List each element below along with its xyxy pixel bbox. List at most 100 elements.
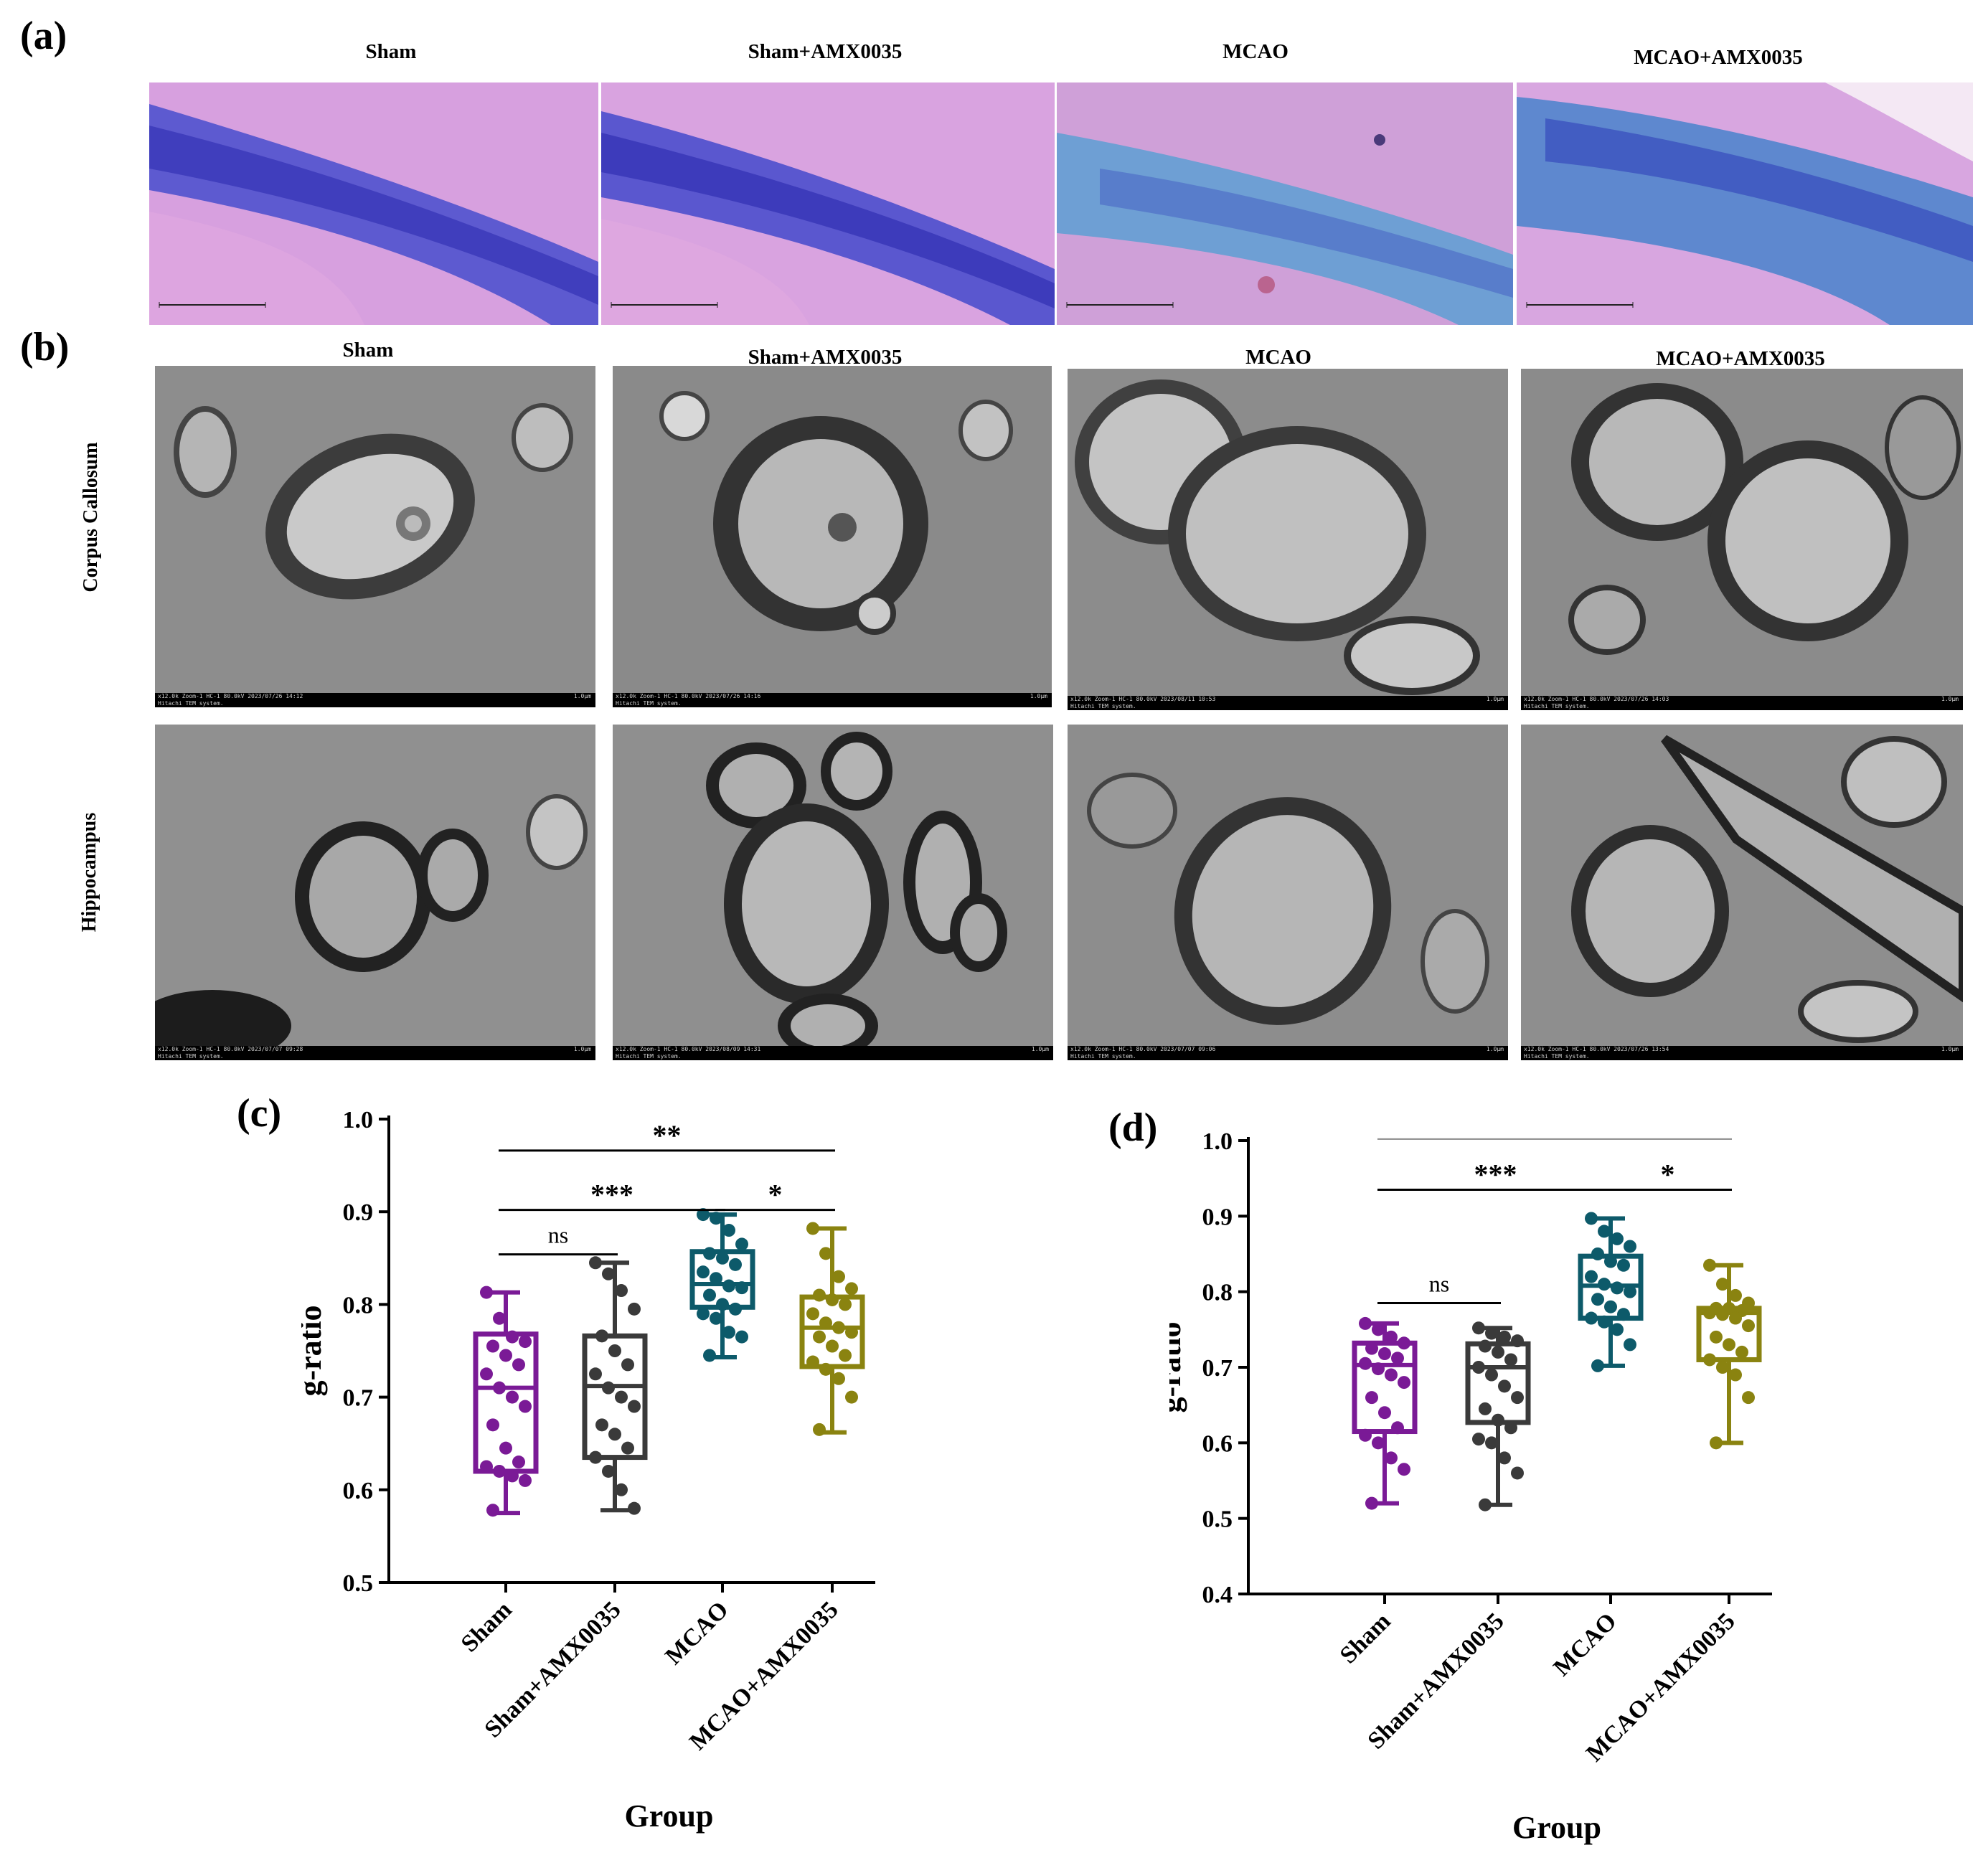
data-point — [615, 1483, 628, 1496]
data-point — [1598, 1315, 1611, 1329]
tem-footer-text: x12.0k Zoom-1 HC-1 80.0kV 2023/07/26 13:… — [1524, 1046, 1669, 1052]
tem-image-hip-sham-amx0035: x12.0k Zoom-1 HC-1 80.0kV 2023/08/09 14:… — [613, 725, 1053, 1060]
b-title-mcao: MCAO — [1245, 346, 1311, 369]
data-point — [595, 1329, 608, 1343]
data-point — [1735, 1345, 1748, 1359]
y-tick-label: 0.9 — [343, 1199, 374, 1226]
data-point — [1378, 1347, 1391, 1361]
data-point — [1385, 1368, 1398, 1382]
y-tick-label: 0.8 — [1202, 1280, 1233, 1306]
data-point — [1591, 1359, 1604, 1372]
b-title-sham-amx: Sham+AMX0035 — [748, 346, 903, 369]
data-point — [1591, 1293, 1604, 1306]
y-axis-label: g-ratio — [301, 1305, 328, 1396]
a-title-sham: Sham — [365, 40, 417, 63]
data-point — [1742, 1319, 1755, 1333]
data-point — [1504, 1353, 1517, 1367]
data-point — [1585, 1311, 1598, 1325]
data-point — [1611, 1281, 1624, 1295]
data-point — [703, 1288, 716, 1302]
data-point — [839, 1298, 852, 1311]
chart-c-gratio: 0.50.60.70.80.91.0g-ratioShamSham+AMX003… — [301, 1107, 875, 1834]
scale-bar — [1065, 302, 1180, 319]
box-iqr — [1352, 1340, 1418, 1435]
tem-footer-scale: 1.0µm — [573, 1046, 591, 1052]
data-point — [832, 1270, 845, 1283]
data-point — [845, 1390, 858, 1404]
data-point — [493, 1381, 506, 1395]
data-point — [1472, 1361, 1485, 1374]
tem-footer-text: x12.0k Zoom-1 HC-1 80.0kV 2023/07/26 14:… — [1524, 696, 1669, 702]
tem-image-cc-sham-amx0035: x12.0k Zoom-1 HC-1 80.0kV 2023/07/26 14:… — [613, 366, 1052, 707]
data-point — [1398, 1376, 1410, 1390]
data-point — [589, 1256, 602, 1270]
data-point — [1703, 1258, 1716, 1272]
data-point — [1492, 1413, 1504, 1427]
y-tick-label: 0.7 — [343, 1385, 374, 1412]
x-tick-label: MCAO — [660, 1596, 733, 1669]
tem-footer-text: x12.0k Zoom-1 HC-1 80.0kV 2023/07/07 09:… — [158, 1046, 303, 1052]
data-point — [806, 1307, 819, 1321]
data-point — [506, 1469, 519, 1483]
data-point — [1585, 1270, 1598, 1283]
data-point — [710, 1212, 722, 1225]
y-tick-label: 0.9 — [1202, 1204, 1233, 1230]
data-point — [1485, 1326, 1498, 1340]
row-label-hippocampus: Hippocampus — [78, 812, 100, 933]
tem-footer-system: Hitachi TEM system. — [158, 1053, 224, 1060]
data-point — [1385, 1330, 1398, 1344]
data-point — [1710, 1436, 1723, 1450]
data-point — [602, 1267, 615, 1280]
b-title-mcao-amx: MCAO+AMX0035 — [1656, 347, 1825, 370]
row-label-corpus-callosum: Corpus Callosum — [80, 442, 102, 593]
significance-label: ** — [653, 1119, 682, 1151]
tem-footer-text: x12.0k Zoom-1 HC-1 80.0kV 2023/08/11 10:… — [1070, 696, 1216, 702]
data-point — [1624, 1240, 1636, 1253]
data-point — [1617, 1258, 1630, 1272]
data-point — [1729, 1311, 1742, 1325]
data-point — [1511, 1466, 1524, 1480]
data-point — [819, 1247, 832, 1260]
panel-label-a: (a) — [20, 14, 67, 58]
data-point — [1511, 1391, 1524, 1405]
data-point — [602, 1464, 615, 1478]
data-point — [506, 1390, 519, 1404]
data-point — [519, 1335, 532, 1349]
y-tick-label: 0.5 — [343, 1570, 374, 1597]
data-point — [722, 1326, 735, 1339]
data-point — [1391, 1421, 1404, 1435]
data-point — [628, 1400, 641, 1413]
data-point — [1378, 1406, 1391, 1420]
tem-footer-scale: 1.0µm — [1486, 1046, 1504, 1052]
data-point — [716, 1298, 729, 1311]
panel-label-d: (d) — [1108, 1105, 1158, 1150]
data-point — [1398, 1336, 1410, 1350]
tem-image-hip-mcao: x12.0k Zoom-1 HC-1 80.0kV 2023/07/07 09:… — [1068, 725, 1508, 1060]
data-point — [493, 1464, 506, 1478]
tem-footer-system: Hitachi TEM system. — [1524, 703, 1590, 709]
data-point — [1504, 1421, 1517, 1435]
data-point — [1598, 1278, 1611, 1291]
tem-footer-system: Hitachi TEM system. — [158, 700, 224, 707]
data-point — [1372, 1362, 1385, 1376]
data-point — [1485, 1368, 1498, 1382]
data-point — [1385, 1451, 1398, 1465]
data-point — [1703, 1353, 1716, 1367]
significance-label: ns — [1429, 1270, 1449, 1296]
data-point — [1511, 1334, 1524, 1348]
data-point — [1479, 1339, 1492, 1353]
data-point — [1729, 1288, 1742, 1302]
data-point — [608, 1428, 621, 1441]
data-point — [813, 1423, 826, 1436]
data-point — [1703, 1306, 1716, 1320]
data-point — [621, 1441, 634, 1455]
tem-footer-system: Hitachi TEM system. — [616, 700, 682, 707]
data-point — [839, 1349, 852, 1362]
significance-label: *** — [590, 1179, 633, 1211]
data-point — [499, 1349, 512, 1362]
tem-image-cc-mcao-amx0035: x12.0k Zoom-1 HC-1 80.0kV 2023/07/26 14:… — [1521, 369, 1963, 710]
tem-image-hip-sham: x12.0k Zoom-1 HC-1 80.0kV 2023/07/07 09:… — [155, 725, 595, 1060]
data-point — [813, 1330, 826, 1344]
data-point — [608, 1344, 621, 1357]
data-point — [1359, 1357, 1372, 1370]
